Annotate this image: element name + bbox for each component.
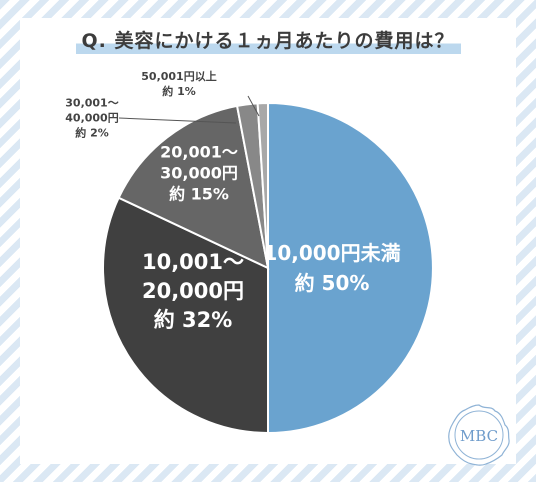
leader-line-4	[118, 117, 237, 124]
title-container: Q. 美容にかける１ヵ月あたりの費用は？	[0, 26, 536, 54]
slice-2-label-line-2: 20,000円	[142, 279, 244, 303]
slice-4-label-line-2: 40,000円	[65, 112, 118, 125]
pie-slice-1	[267, 101, 434, 435]
chart-title: Q. 美容にかける１ヵ月あたりの費用は？	[75, 26, 461, 54]
slice-2-label-line-3: 約 32%	[154, 308, 233, 332]
slice-1-label-line-2: 約 50%	[295, 271, 370, 295]
slice-3-label-line-1: 20,001～	[160, 143, 238, 162]
pie-slice-3	[117, 104, 270, 270]
mbc-logo: MBC	[448, 404, 510, 466]
slice-3-label-line-2: 30,000円	[160, 164, 238, 183]
slice-3-label-line-3: 約 15%	[169, 185, 229, 204]
slice-4-label-line-1: 30,001～	[65, 97, 118, 110]
slice-4-label-line-3: 約 2%	[75, 126, 109, 140]
slice-5-label-line-2: 約 1%	[162, 84, 196, 98]
logo-text: MBC	[460, 427, 498, 445]
slice-2-label-line-1: 10,001～	[142, 250, 244, 274]
slice-1-label-line-1: 10,000円未満	[263, 241, 400, 265]
pie-slice-5	[256, 101, 269, 269]
slice-5-label-line-1: 50,001円以上	[141, 69, 216, 83]
pie-slice-2	[102, 196, 269, 435]
leader-line-5	[247, 95, 260, 117]
